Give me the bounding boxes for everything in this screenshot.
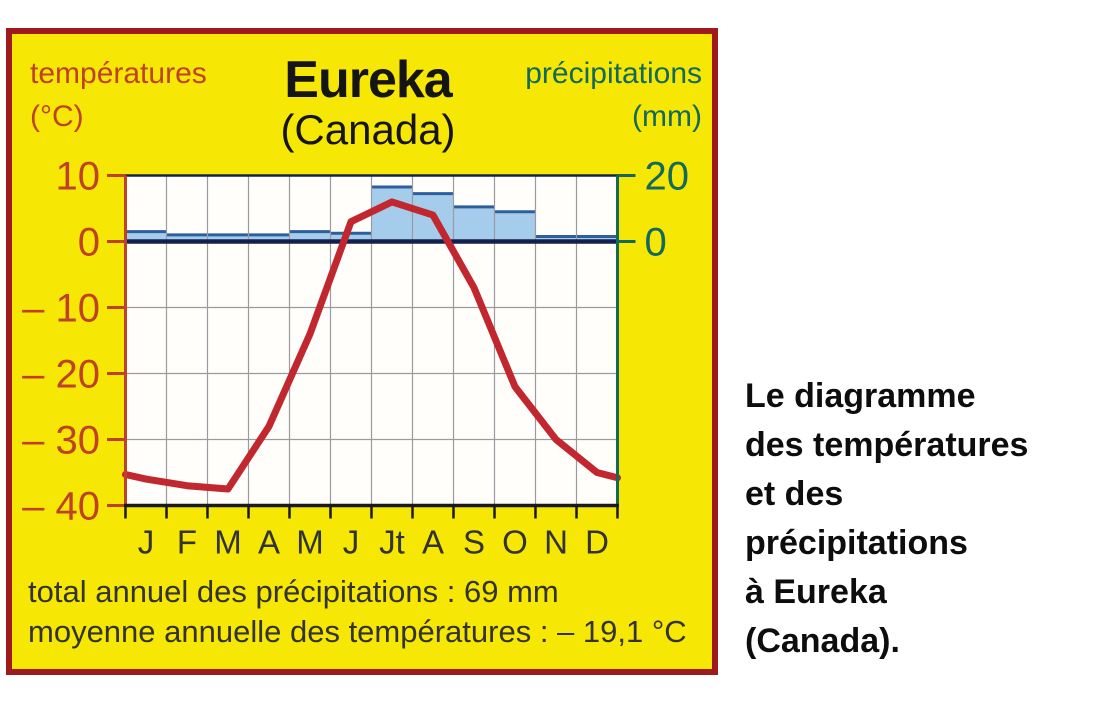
mean-temperature-note: moyenne annuelle des températures : – 19…	[28, 614, 687, 649]
precip-tick-label: 0	[645, 221, 667, 265]
precipitation-bars	[125, 185, 618, 242]
temperature-line	[122, 198, 621, 493]
temperature-axis-ticks: 10 0 – 10 – 20 – 30 – 40	[22, 155, 126, 529]
precip-bar	[330, 233, 372, 242]
month-label: F	[177, 524, 197, 561]
precip-bar	[125, 231, 167, 242]
month-label: J	[138, 524, 155, 561]
total-precipitation-note: total annuel des précipitations : 69 mm	[28, 574, 559, 609]
precip-bar	[535, 236, 577, 242]
figure-caption: Le diagramme des températures et des pré…	[745, 377, 1029, 660]
month-label: D	[585, 524, 609, 561]
month-label: J	[343, 524, 360, 561]
temperature-axis-title: températures (°C)	[30, 57, 207, 133]
chart-subtitle: (Canada)	[280, 106, 456, 153]
chart-title: Eureka	[284, 51, 452, 109]
precip-bar	[576, 236, 618, 242]
month-label: O	[502, 524, 528, 561]
precip-bar	[453, 206, 495, 242]
month-axis-ticks	[124, 505, 619, 519]
month-label: M	[296, 524, 324, 561]
temp-tick-label: – 30	[22, 419, 100, 463]
precip-bar	[371, 187, 413, 242]
precip-bar	[494, 211, 536, 242]
month-label: Jt	[379, 524, 405, 561]
precipitation-axis-title: précipitations (mm)	[525, 57, 702, 133]
precipitation-axis-ticks: 20 0	[617, 155, 690, 265]
month-label: A	[422, 524, 444, 561]
temp-tick-label: 0	[78, 221, 100, 265]
month-label: N	[544, 524, 568, 561]
precip-tick-label: 20	[645, 155, 690, 199]
temp-tick-label: 10	[56, 155, 101, 199]
temp-tick-label: – 20	[22, 353, 100, 397]
precip-bar	[166, 234, 208, 242]
month-label: A	[258, 524, 280, 561]
precip-bar	[207, 234, 249, 242]
temp-tick-label: – 10	[22, 287, 100, 331]
precip-bar	[248, 234, 290, 242]
month-labels: J F M A M J Jt A S O N D	[138, 524, 609, 561]
month-label: S	[463, 524, 485, 561]
precip-bar	[289, 231, 331, 242]
gridlines	[125, 175, 618, 506]
month-label: M	[214, 524, 242, 561]
temp-tick-label: – 40	[22, 485, 100, 529]
